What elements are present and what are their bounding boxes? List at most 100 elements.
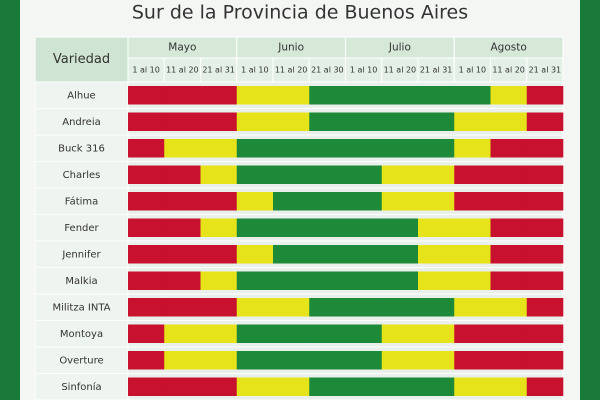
period-bar (128, 165, 165, 184)
variety-name: Fender (64, 223, 99, 234)
period-bar (418, 86, 455, 105)
period-bar (526, 192, 564, 211)
period-cell (417, 57, 455, 83)
period-bar (236, 165, 274, 184)
period-bar (490, 298, 528, 317)
period-bar (345, 324, 383, 343)
period-label: 1 al 10 (132, 66, 159, 75)
variety-name: Malkia (65, 276, 97, 287)
period-bar (309, 112, 346, 131)
variety-name: Militza INTA (52, 302, 110, 313)
period-bar (273, 112, 310, 131)
period-bar (381, 218, 419, 237)
period-bar (345, 271, 383, 290)
period-bar (490, 271, 528, 290)
month-label: Mayo (168, 42, 196, 54)
frame-left (0, 0, 20, 400)
variety-cell (34, 81, 129, 109)
period-bar (418, 271, 455, 290)
period-bar (309, 165, 346, 184)
period-cell (200, 57, 238, 83)
period-bar (309, 192, 346, 211)
period-bar (490, 86, 528, 105)
period-bar (526, 245, 564, 264)
period-bar (273, 298, 310, 317)
period-bar (381, 271, 419, 290)
period-bar (128, 139, 165, 158)
title: Sur de la Provincia de Buenos Aires (132, 2, 468, 24)
period-bar (490, 139, 528, 158)
period-bar (345, 139, 383, 158)
period-bar (345, 218, 383, 237)
period-bar (345, 86, 383, 105)
period-bar (273, 218, 310, 237)
period-label: 1 al 10 (459, 66, 486, 75)
period-bar (490, 112, 528, 131)
period-cell (127, 57, 165, 83)
period-bar (526, 218, 564, 237)
period-bar (273, 192, 310, 211)
period-bar (164, 86, 201, 105)
period-bar (345, 192, 383, 211)
period-bar (309, 324, 346, 343)
variety-name: Buck 316 (58, 143, 105, 154)
period-bar (273, 139, 310, 158)
period-bar (381, 139, 419, 158)
period-bar (309, 139, 346, 158)
period-bar (381, 86, 419, 105)
period-bar (128, 192, 165, 211)
period-bar (236, 112, 274, 131)
variety-name: Montoya (60, 329, 103, 340)
period-bar (164, 218, 201, 237)
period-bar (128, 271, 165, 290)
period-bar (526, 139, 564, 158)
period-bar (200, 351, 238, 370)
period-bar (381, 165, 419, 184)
period-bar (273, 271, 310, 290)
period-bar (128, 324, 165, 343)
period-bar (236, 324, 274, 343)
period-bar (526, 377, 564, 396)
variety-name: Jennifer (61, 249, 101, 260)
period-bar (236, 245, 274, 264)
month-label: Agosto (490, 42, 526, 54)
period-bar (490, 165, 528, 184)
variety-cell (34, 214, 129, 242)
period-bar (418, 351, 455, 370)
period-bar (345, 377, 383, 396)
period-bar (454, 271, 491, 290)
period-bar (490, 192, 528, 211)
period-bar (418, 192, 455, 211)
variety-cell (34, 240, 129, 268)
period-bar (418, 377, 455, 396)
period-bar (381, 112, 419, 131)
period-bar (273, 86, 310, 105)
variety-name: Fátima (65, 195, 99, 207)
period-bar (200, 245, 238, 264)
period-bar (418, 218, 455, 237)
period-bar (454, 112, 491, 131)
period-bar (164, 298, 201, 317)
period-bar (200, 165, 238, 184)
period-bar (128, 377, 165, 396)
period-bar (128, 112, 165, 131)
period-label: 11 al 20 (275, 66, 308, 75)
period-bar (236, 271, 274, 290)
period-bar (345, 165, 383, 184)
period-bar (164, 271, 201, 290)
period-bar (490, 324, 528, 343)
period-bar (200, 86, 238, 105)
period-bar (381, 324, 419, 343)
period-cell (490, 57, 528, 83)
period-label: 21 al 31 (529, 66, 562, 75)
period-bar (164, 192, 201, 211)
frame-right (580, 0, 600, 400)
period-bar (454, 192, 491, 211)
period-bar (200, 112, 238, 131)
period-bar (454, 298, 491, 317)
period-cell (272, 57, 310, 83)
period-bar (164, 245, 201, 264)
period-bar (418, 165, 455, 184)
period-bar (454, 86, 491, 105)
period-bar (164, 139, 201, 158)
